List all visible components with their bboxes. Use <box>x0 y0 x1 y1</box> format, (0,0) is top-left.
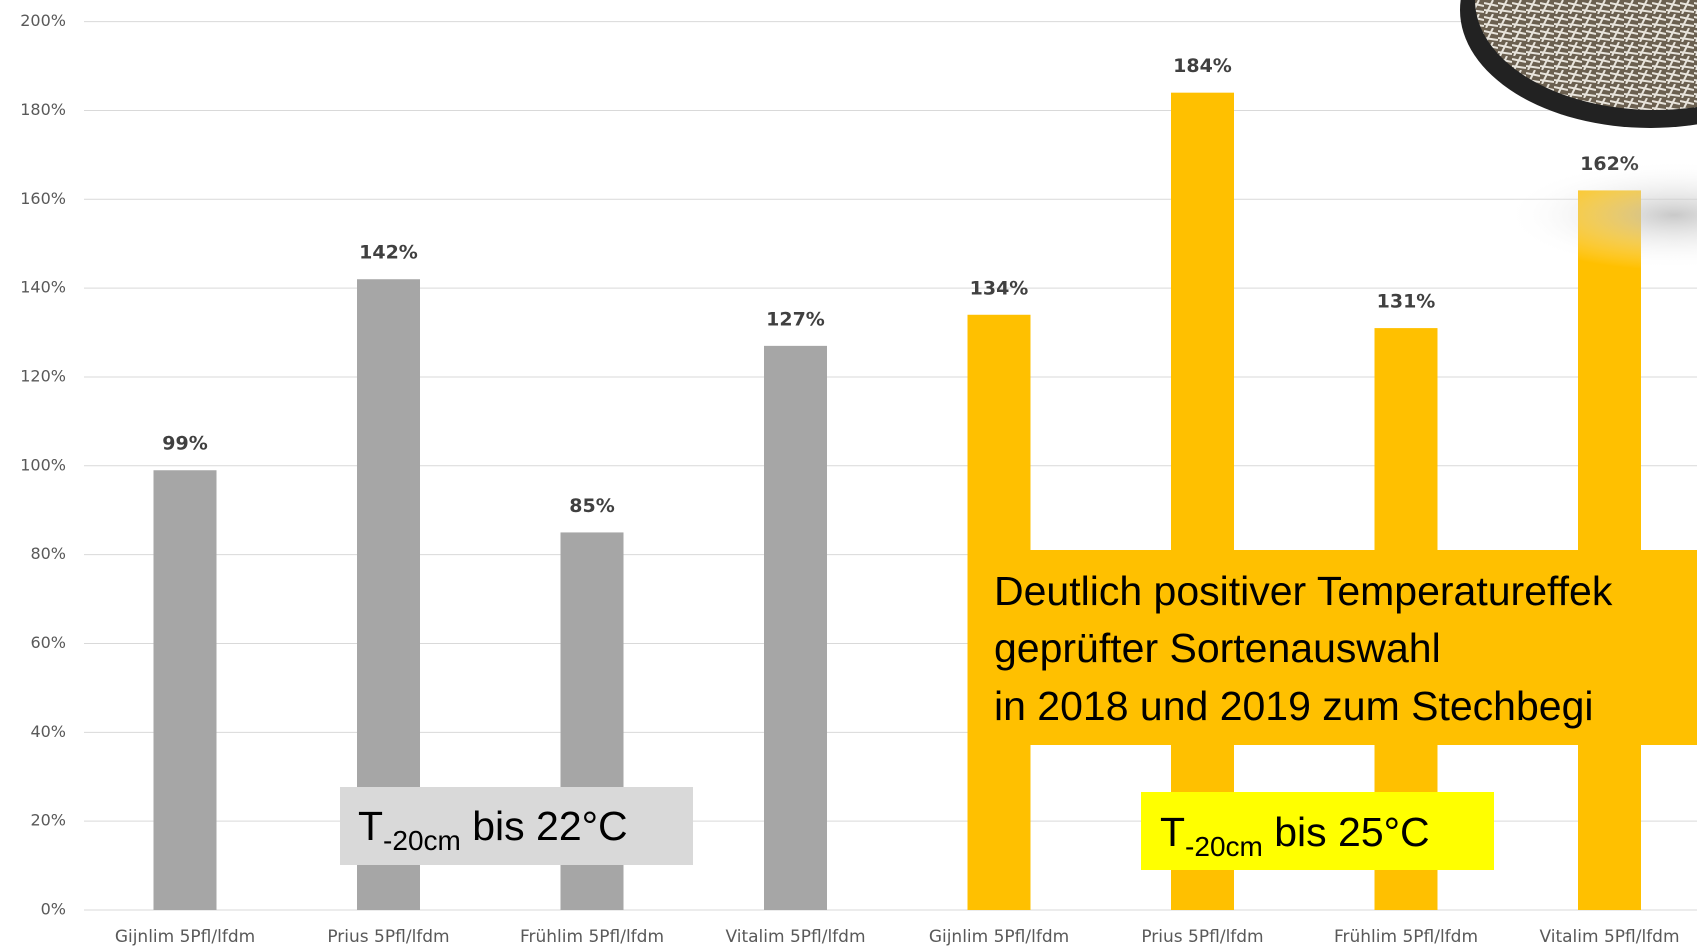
y-tick-label: 0% <box>41 900 66 919</box>
photo <box>1475 0 1697 110</box>
x-tick-label: Prius 5Pfl/lfdm <box>1141 927 1263 947</box>
value-label: 127% <box>766 308 825 330</box>
conclusion-line: in 2018 und 2019 zum Stechbegi <box>994 683 1594 729</box>
x-tick-label: Gijnlim 5Pfl/lfdm <box>115 927 255 947</box>
y-tick-label: 140% <box>20 278 66 297</box>
x-tick-label: Frühlim 5Pfl/lfdm <box>520 927 664 947</box>
conclusion-line: geprüfter Sortenauswahl <box>994 625 1441 671</box>
text: bis 22°C <box>461 803 628 849</box>
value-label: 85% <box>569 495 614 517</box>
annotation-box <box>1141 792 1494 870</box>
x-tick-label: Prius 5Pfl/lfdm <box>327 927 449 947</box>
x-tick-label: Vitalim 5Pfl/lfdm <box>725 927 865 947</box>
annotation-text: T-20cm bis 25°C <box>1160 809 1430 862</box>
conclusion-line: Deutlich positiver Temperatureffek <box>994 568 1613 614</box>
annotation-box <box>340 787 693 865</box>
value-label: 184% <box>1173 55 1232 77</box>
value-label: 131% <box>1377 291 1436 313</box>
y-tick-label: 60% <box>30 633 66 652</box>
value-label: 99% <box>162 433 207 455</box>
bar <box>153 470 217 910</box>
photo-shadow <box>1470 160 1697 270</box>
y-tick-label: 180% <box>20 100 66 119</box>
symbol: T <box>358 803 383 849</box>
conclusion-box: Deutlich positiver Temperatureffek geprü… <box>974 550 1697 745</box>
y-tick-label: 120% <box>20 366 66 385</box>
x-tick-label: Gijnlim 5Pfl/lfdm <box>929 927 1069 947</box>
annotation-text: T-20cm bis 22°C <box>358 803 628 856</box>
y-tick-label: 160% <box>20 189 66 208</box>
gray-annotation: T-20cm bis 22°C <box>340 787 693 865</box>
y-tick-label: 200% <box>20 11 66 30</box>
x-tick-label: Frühlim 5Pfl/lfdm <box>1334 927 1478 947</box>
y-tick-label: 40% <box>30 722 66 741</box>
bar <box>1171 92 1234 910</box>
value-label: 134% <box>970 277 1029 299</box>
y-tick-label: 100% <box>20 455 66 474</box>
y-tick-label: 80% <box>30 544 66 563</box>
x-tick-label: Vitalim 5Pfl/lfdm <box>1539 927 1679 947</box>
yellow-annotation: T-20cm bis 25°C <box>1141 792 1494 870</box>
value-label: 142% <box>359 242 418 264</box>
y-tick-label: 20% <box>30 811 66 830</box>
bar <box>764 345 827 911</box>
subscript: -20cm <box>1185 831 1263 862</box>
text: bis 25°C <box>1263 809 1430 855</box>
subscript: -20cm <box>383 825 461 856</box>
symbol: T <box>1160 809 1185 855</box>
annotation-box <box>974 550 1697 745</box>
